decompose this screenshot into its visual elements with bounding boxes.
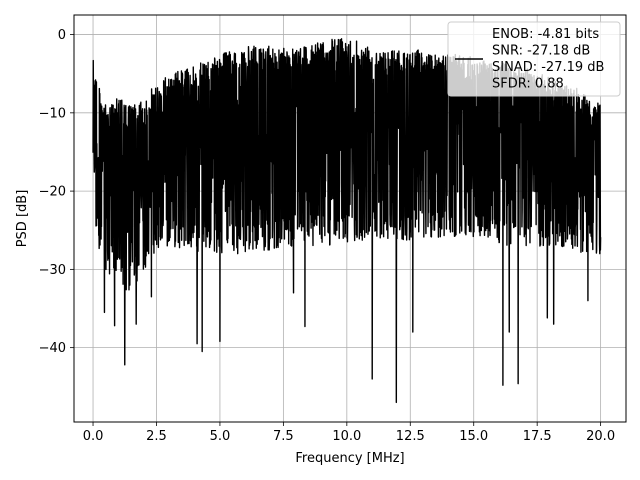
x-tick-label: 7.5 xyxy=(273,429,294,444)
x-tick-label: 20.0 xyxy=(586,429,615,444)
x-axis-ticks: 0.0 2.5 5.0 7.5 10.0 12.5 15.0 17.5 20.0 xyxy=(83,422,615,444)
y-tick-label: −40 xyxy=(39,341,66,356)
x-tick-label: 17.5 xyxy=(523,429,552,444)
x-tick-label: 15.0 xyxy=(459,429,488,444)
x-tick-label: 2.5 xyxy=(146,429,167,444)
axes-frame xyxy=(73,14,627,423)
legend-entry-sfdr: SFDR: 0.88 xyxy=(492,77,564,92)
y-axis-ticks: 0 −10 −20 −30 −40 xyxy=(39,28,74,356)
y-tick-label: 0 xyxy=(58,28,66,43)
x-tick-label: 5.0 xyxy=(210,429,231,444)
x-tick-label: 10.0 xyxy=(332,429,361,444)
y-axis-label: PSD [dB] xyxy=(15,190,30,248)
y-tick-label: −20 xyxy=(39,185,66,200)
y-tick-label: −10 xyxy=(39,106,66,121)
legend-entry-snr: SNR: -27.18 dB xyxy=(492,44,590,59)
y-tick-label: −30 xyxy=(39,263,66,278)
x-tick-label: 12.5 xyxy=(396,429,425,444)
legend-entry-enob: ENOB: -4.81 bits xyxy=(492,27,599,42)
legend: ENOB: -4.81 bits SNR: -27.18 dB SINAD: -… xyxy=(447,21,621,97)
x-axis-label: Frequency [MHz] xyxy=(295,451,404,466)
legend-box xyxy=(447,21,621,97)
x-tick-label: 0.0 xyxy=(83,429,104,444)
legend-entry-sinad: SINAD: -27.19 dB xyxy=(492,60,604,75)
